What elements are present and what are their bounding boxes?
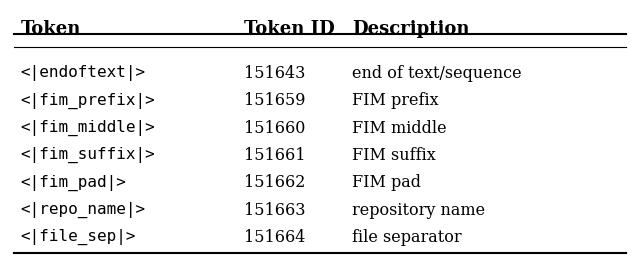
- Text: FIM prefix: FIM prefix: [352, 93, 438, 109]
- Text: file separator: file separator: [352, 229, 461, 246]
- Text: end of text/sequence: end of text/sequence: [352, 65, 522, 82]
- Text: <|fim_prefix|>: <|fim_prefix|>: [20, 93, 156, 109]
- Text: <|fim_pad|>: <|fim_pad|>: [20, 174, 126, 191]
- Text: 151661: 151661: [244, 147, 305, 164]
- Text: <|fim_suffix|>: <|fim_suffix|>: [20, 147, 156, 163]
- Text: 151660: 151660: [244, 120, 305, 137]
- Text: 151663: 151663: [244, 202, 305, 219]
- Text: 151664: 151664: [244, 229, 305, 246]
- Text: Token ID: Token ID: [244, 20, 334, 38]
- Text: Description: Description: [352, 20, 469, 38]
- Text: repository name: repository name: [352, 202, 485, 219]
- Text: <|repo_name|>: <|repo_name|>: [20, 202, 146, 218]
- Text: 151662: 151662: [244, 174, 305, 191]
- Text: Token: Token: [20, 20, 81, 38]
- Text: FIM pad: FIM pad: [352, 174, 421, 191]
- Text: <|file_sep|>: <|file_sep|>: [20, 229, 136, 245]
- Text: FIM suffix: FIM suffix: [352, 147, 436, 164]
- Text: 151643: 151643: [244, 65, 305, 82]
- Text: <|fim_middle|>: <|fim_middle|>: [20, 120, 156, 136]
- Text: 151659: 151659: [244, 93, 305, 109]
- Text: FIM middle: FIM middle: [352, 120, 447, 137]
- Text: <|endoftext|>: <|endoftext|>: [20, 65, 146, 81]
